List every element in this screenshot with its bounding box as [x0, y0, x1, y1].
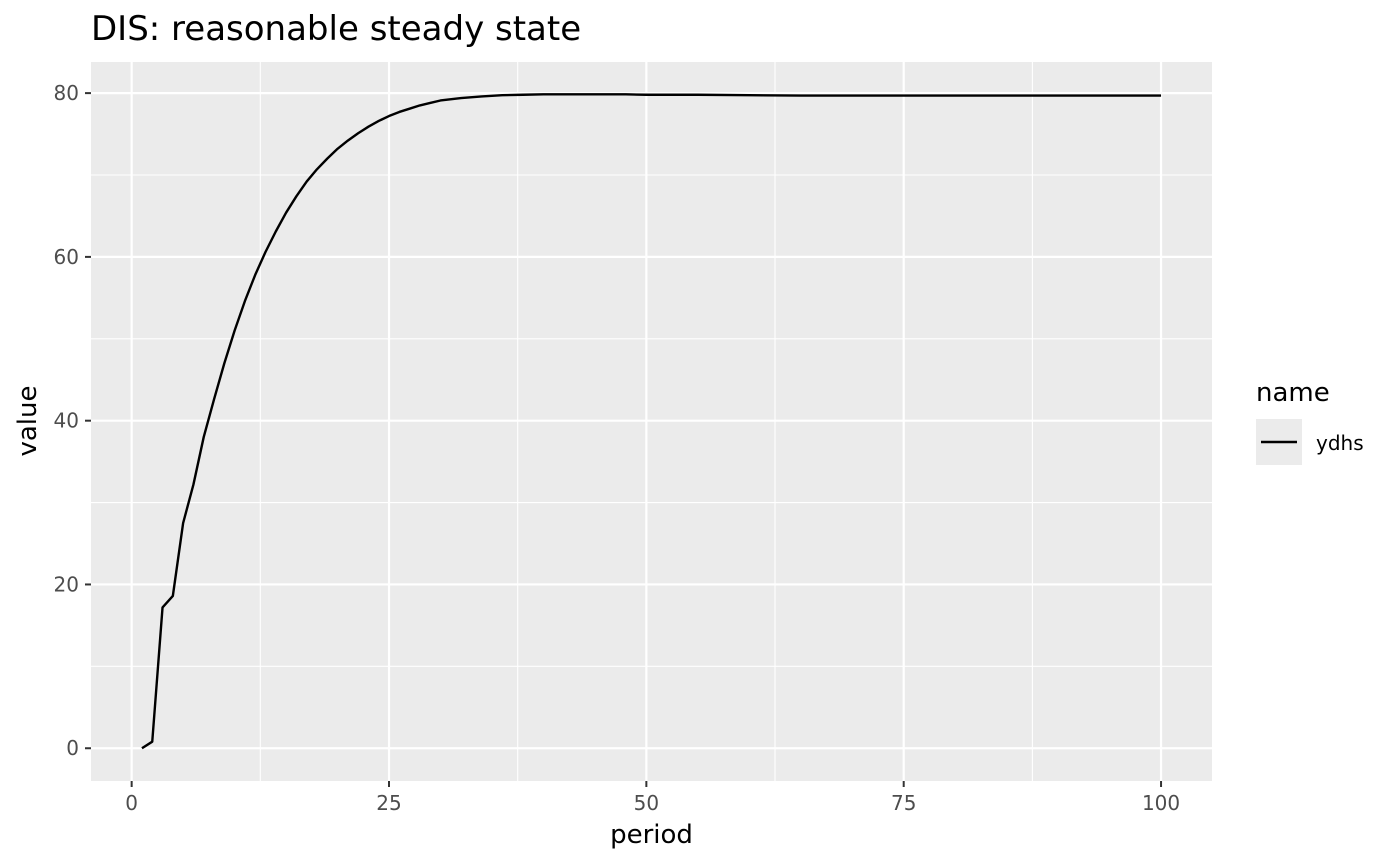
x-axis-title: period [610, 820, 693, 850]
y-tick-label: 80 [54, 81, 79, 105]
y-tick-label: 40 [54, 409, 79, 433]
series-line-ydhs [141, 93, 1162, 750]
y-tick-label: 0 [66, 736, 79, 760]
x-tick-label: 0 [125, 791, 138, 815]
y-tick-label: 20 [54, 572, 79, 596]
x-tick-label: 25 [376, 791, 401, 815]
legend-title: name [1256, 378, 1330, 408]
y-tick-label: 60 [54, 245, 79, 269]
legend-label-ydhs: ydhs [1316, 431, 1364, 455]
chart-title: DIS: reasonable steady state [91, 9, 581, 49]
legend: name ydhs [1256, 378, 1364, 465]
y-axis: 0 20 40 60 80 [54, 81, 91, 760]
x-tick-label: 75 [891, 791, 916, 815]
x-tick-label: 50 [634, 791, 659, 815]
series-layer [141, 93, 1162, 750]
x-axis: 0 25 50 75 100 [125, 781, 1180, 815]
y-axis-title: value [13, 385, 43, 456]
x-tick-label: 100 [1142, 791, 1180, 815]
major-gridlines [91, 62, 1212, 781]
